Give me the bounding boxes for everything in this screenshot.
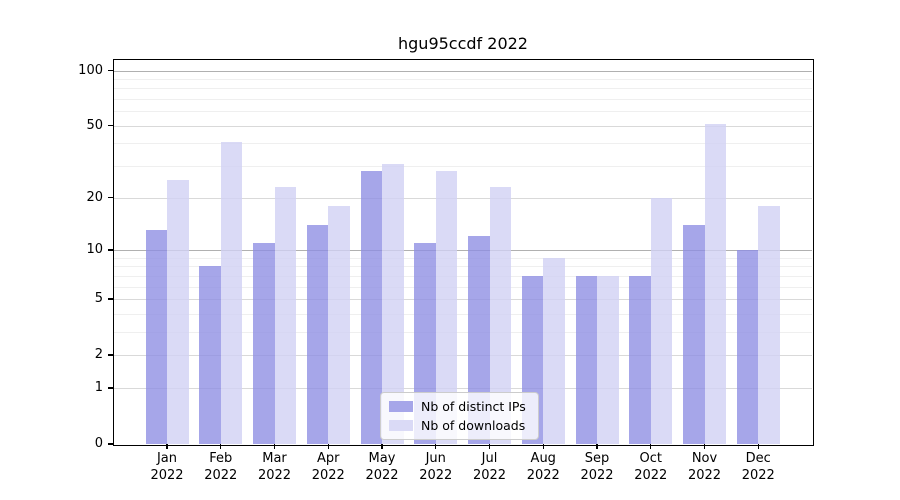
y-tick-mark-50 <box>108 125 113 127</box>
gridline-minor-6 <box>114 286 812 288</box>
bar-downloads-jun-2022 <box>435 171 458 444</box>
y-tick-label-20: 20 <box>86 189 103 205</box>
y-tick-label-50: 50 <box>86 117 103 133</box>
x-tick-label-mar: Mar 2022 <box>257 451 292 483</box>
gridline-minor-7 <box>114 275 812 277</box>
bar-downloads-may-2022 <box>382 163 404 444</box>
legend-label-downloads: Nb of downloads <box>421 418 526 433</box>
gridline-minor-30 <box>114 166 812 168</box>
x-tick-mark-feb <box>220 444 222 449</box>
gridline-20 <box>114 197 812 199</box>
y-tick-label-2: 2 <box>94 347 103 363</box>
x-tick-label-jul: Jul 2022 <box>472 451 507 483</box>
y-tick-mark-1 <box>108 387 113 389</box>
x-tick-mark-jul <box>488 444 491 449</box>
x-tick-label-aug: Aug 2022 <box>526 451 560 483</box>
x-tick-mark-may <box>381 444 383 449</box>
x-tick-label-dec: Dec 2022 <box>741 451 775 483</box>
bar-distinct-ips-nov-2022 <box>683 224 705 444</box>
bar-downloads-nov-2022 <box>704 124 726 444</box>
gridline-minor-8 <box>114 266 812 268</box>
y-tick-mark-100 <box>108 69 113 72</box>
bar-downloads-jan-2022 <box>167 180 189 444</box>
bar-distinct-ips-oct-2022 <box>629 275 651 444</box>
bar-downloads-oct-2022 <box>650 197 673 444</box>
gridline-minor-80 <box>114 88 812 90</box>
chart-title: hgu95ccdf 2022 <box>398 34 528 53</box>
x-tick-mark-aug <box>542 444 544 449</box>
x-tick-mark-apr <box>327 444 329 449</box>
plot-area: Nb of distinct IPs Nb of downloads <box>112 58 814 446</box>
x-tick-mark-nov <box>703 444 706 449</box>
legend-item-downloads: Nb of downloads <box>389 418 526 433</box>
bar-layer <box>114 60 812 444</box>
bar-downloads-jul-2022 <box>489 186 511 444</box>
bar-distinct-ips-mar-2022 <box>253 242 275 444</box>
bar-downloads-dec-2022 <box>758 205 780 444</box>
x-tick-mark-sep <box>596 444 598 449</box>
bar-distinct-ips-may-2022 <box>360 171 382 444</box>
y-tick-mark-5 <box>108 298 113 300</box>
bar-downloads-mar-2022 <box>274 186 296 444</box>
gridline-100 <box>114 70 812 72</box>
gridline-2 <box>114 355 812 357</box>
bar-distinct-ips-jan-2022 <box>145 230 167 444</box>
x-tick-mark-jan <box>166 444 168 449</box>
x-tick-mark-jun <box>435 444 437 449</box>
y-tick-label-1: 1 <box>94 379 103 395</box>
gridline-minor-70 <box>114 99 812 101</box>
gridline-minor-60 <box>114 111 812 113</box>
x-tick-label-nov: Nov 2022 <box>687 451 722 483</box>
x-tick-mark-mar <box>273 444 276 449</box>
gridline-minor-90 <box>114 78 812 80</box>
gridline-minor-40 <box>114 143 812 145</box>
y-tick-label-0: 0 <box>94 436 103 451</box>
bar-downloads-sep-2022 <box>597 275 619 444</box>
legend-label-distinct-ips: Nb of distinct IPs <box>421 399 526 414</box>
legend-swatch-downloads <box>389 420 413 431</box>
gridline-50 <box>114 125 812 127</box>
gridline-10 <box>114 249 812 251</box>
bar-downloads-aug-2022 <box>543 257 565 444</box>
x-tick-label-jan: Jan 2022 <box>150 451 184 483</box>
gridline-minor-9 <box>114 257 812 259</box>
legend: Nb of distinct IPs Nb of downloads <box>380 392 539 440</box>
bar-distinct-ips-sep-2022 <box>575 275 597 444</box>
bar-distinct-ips-apr-2022 <box>306 224 329 444</box>
bar-downloads-apr-2022 <box>328 205 350 444</box>
y-tick-mark-0 <box>108 443 113 445</box>
y-tick-label-5: 5 <box>94 290 103 306</box>
y-tick-mark-20 <box>108 196 113 199</box>
y-tick-label-10: 10 <box>86 241 103 257</box>
gridline-1 <box>114 387 812 389</box>
legend-item-distinct-ips: Nb of distinct IPs <box>389 399 526 414</box>
gridline-minor-4 <box>114 313 812 315</box>
x-tick-label-may: May 2022 <box>365 451 399 483</box>
x-tick-label-oct: Oct 2022 <box>634 451 668 483</box>
y-tick-label-100: 100 <box>78 62 103 78</box>
legend-swatch-distinct-ips <box>389 401 413 412</box>
y-tick-mark-2 <box>108 354 113 356</box>
x-tick-mark-oct <box>650 444 652 449</box>
grid-layer <box>114 60 812 444</box>
bar-distinct-ips-feb-2022 <box>199 266 221 444</box>
x-tick-label-apr: Apr 2022 <box>311 451 345 483</box>
bar-downloads-feb-2022 <box>220 141 243 444</box>
x-tick-mark-dec <box>757 444 759 449</box>
x-tick-label-sep: Sep 2022 <box>580 451 614 483</box>
y-tick-mark-10 <box>108 249 113 251</box>
x-tick-label-feb: Feb 2022 <box>204 451 238 483</box>
gridline-5 <box>114 298 812 300</box>
bar-distinct-ips-dec-2022 <box>736 249 759 444</box>
gridline-minor-3 <box>114 331 812 333</box>
x-tick-label-jun: Jun 2022 <box>419 451 453 483</box>
